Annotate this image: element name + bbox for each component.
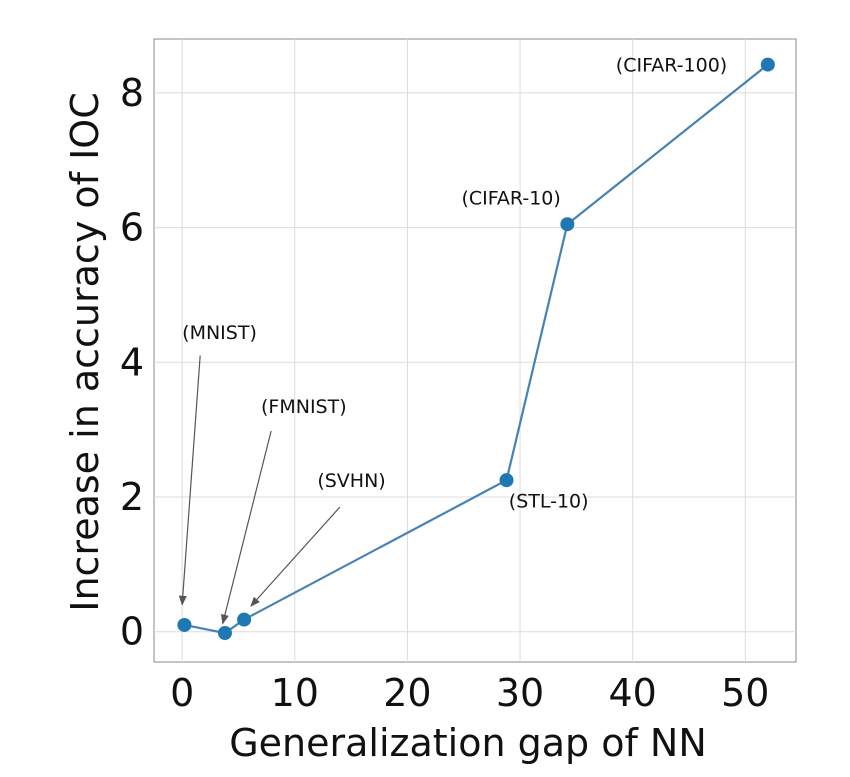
x-gridlines xyxy=(181,39,746,662)
y-gridlines xyxy=(154,92,796,633)
annotation-arrows xyxy=(178,355,341,625)
plot-area xyxy=(153,38,797,663)
data-point xyxy=(560,217,575,232)
annotation-labels: (MNIST) (FMNIST) (SVHN) (STL-10) (CIFAR-10) (… xyxy=(182,55,727,513)
data-point xyxy=(217,626,232,641)
y-tick-labels: 0 2 4 6 8 xyxy=(120,71,144,654)
series-markers xyxy=(177,57,775,641)
x-tick-label: 30 xyxy=(496,671,544,715)
y-tick-label: 8 xyxy=(120,71,144,115)
annotation-label: (CIFAR-10) xyxy=(461,187,560,209)
data-point xyxy=(760,57,775,72)
annotation-arrow xyxy=(178,355,201,606)
x-tick-label: 50 xyxy=(721,671,769,715)
annotation-arrow xyxy=(221,430,272,625)
annotation-label: (SVHN) xyxy=(317,470,385,492)
x-tick-label: 10 xyxy=(271,671,319,715)
y-axis-title: Increase in accuracy of IOC xyxy=(63,92,107,612)
annotation-label: (CIFAR-100) xyxy=(616,55,727,77)
data-point xyxy=(177,617,192,632)
y-tick-label: 6 xyxy=(120,206,144,250)
annotation-label: (FMNIST) xyxy=(261,396,347,418)
x-tick-labels: 0 10 20 30 40 50 xyxy=(170,671,769,715)
annotation-label: (MNIST) xyxy=(182,322,257,344)
x-tick-label: 40 xyxy=(609,671,657,715)
y-tick-label: 4 xyxy=(120,340,144,384)
x-tick-label: 20 xyxy=(383,671,431,715)
y-tick-label: 0 xyxy=(120,610,144,654)
x-tick-label: 0 xyxy=(170,671,194,715)
annotation-arrow xyxy=(250,506,341,607)
y-tick-label: 2 xyxy=(120,475,144,519)
annotation-label: (STL-10) xyxy=(509,490,589,512)
data-point xyxy=(237,612,252,627)
x-axis-title: Generalization gap of NN xyxy=(229,721,707,765)
data-point xyxy=(499,473,514,488)
